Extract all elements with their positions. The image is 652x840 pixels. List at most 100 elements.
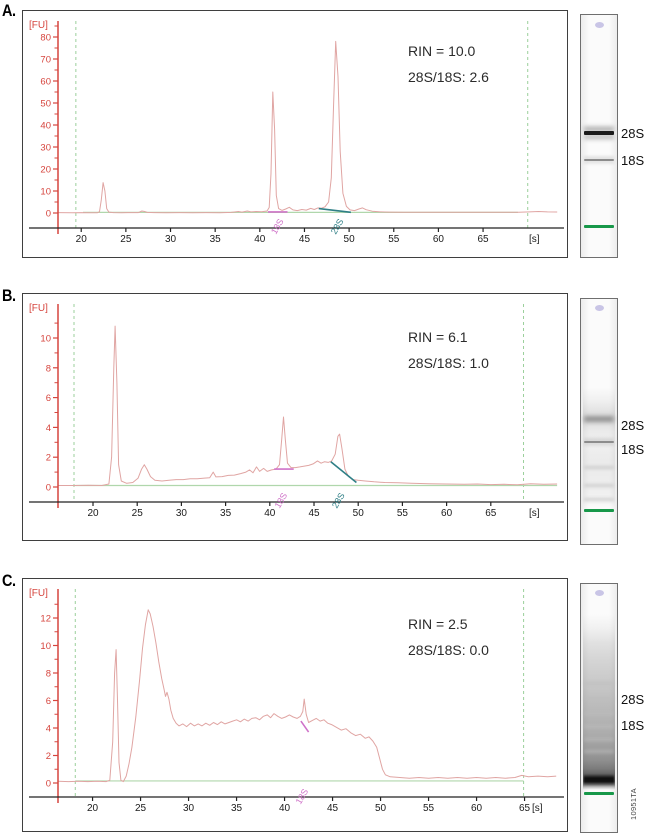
gel-lane-content-a [581, 15, 617, 257]
y-tick-label: 30 [40, 143, 51, 154]
panel-a: A. 0 10 20 30 40 50 60 70 80 [FU] 20 25 30 35 40 45 50 55… [0, 0, 652, 285]
gel-label-18s: 18S [621, 442, 645, 457]
electropherogram-svg: 0 10 20 30 40 50 60 70 80 [FU] 20 25 30 35 40 45 50 55 60 6… [29, 20, 564, 245]
gel-well-dot [594, 21, 604, 28]
gel-band-sharp-dark [584, 131, 614, 136]
x-tick-label: 40 [264, 508, 276, 519]
panel-letter-b: B. [2, 286, 16, 305]
y-axis-unit-label: [FU] [29, 303, 48, 314]
x-tick-label: 65 [485, 508, 497, 519]
x-tick-label: 55 [397, 508, 409, 519]
x-tick-label: 25 [120, 234, 132, 245]
gel-lane-content-b [581, 299, 617, 544]
gel-well-dot [594, 589, 604, 596]
y-tick-label: 12 [40, 614, 51, 625]
electropherogram-c: 0 2 4 6 8 10 12 [FU] 20 25 30 35 40 45 50 55 60 65 [s] 18S [23, 579, 567, 831]
gel-band-faint [584, 497, 614, 501]
x-tick-label: 60 [441, 508, 453, 519]
x-tick-label: 20 [87, 508, 99, 519]
y-tick-label: 60 [40, 77, 51, 88]
x-tick-label: 65 [478, 234, 490, 245]
fragment-baseline-segment [300, 720, 310, 733]
x-tick-label: 30 [183, 803, 195, 814]
gel-label-18s: 18S [621, 718, 645, 733]
peak-label-28s: 28S [330, 491, 347, 510]
x-axis-unit-label: [s] [529, 508, 540, 519]
x-tick-label: 35 [210, 234, 222, 245]
x-tick-label: 35 [231, 803, 243, 814]
gel-band-marker-green [584, 792, 614, 796]
y-tick-label: 70 [40, 55, 51, 66]
x-tick-label: 55 [423, 803, 435, 814]
y-tick-label: 10 [40, 334, 51, 345]
gel-label-28s: 28S [621, 692, 645, 707]
rin-value: RIN = 6.1 [408, 329, 468, 345]
x-axis-unit-label: [s] [529, 234, 540, 245]
panel-c: C. 0 2 4 6 8 10 12 [FU] 20 25 30 35 40 45 50 55 60 65 [s] 1… [0, 570, 652, 840]
gel-band-marker-green [584, 224, 614, 228]
x-tick-label: 35 [220, 508, 232, 519]
x-tick-label: 30 [176, 508, 188, 519]
x-tick-label: 50 [375, 803, 387, 814]
y-tick-label: 10 [40, 641, 51, 652]
x-tick-label: 55 [388, 234, 400, 245]
x-axis-unit-label: [s] [532, 803, 543, 814]
rin-readout-a: RIN = 10.0 28S/18S: 2.6 [408, 38, 489, 90]
x-tick-label: 45 [299, 234, 311, 245]
y-tick-label: 6 [46, 696, 51, 707]
y-axis-unit-label: [FU] [29, 20, 48, 31]
gel-band-sharp-gray [584, 158, 614, 161]
gel-band-faint [584, 737, 614, 741]
x-tick-label: 45 [327, 803, 339, 814]
rin-readout-b: RIN = 6.1 28S/18S: 1.0 [408, 324, 489, 376]
gel-label-18s: 18S [621, 153, 645, 168]
gel-label-28s: 28S [621, 418, 645, 433]
y-tick-label: 80 [40, 33, 51, 44]
panel-b: B. 0 2 4 6 8 10 [FU] 20 25 30 35 40 45 50 55 60 65 [s] 18S… [0, 285, 652, 570]
y-tick-label: 4 [46, 724, 51, 735]
gel-band-faint [584, 696, 614, 700]
rna-trace [57, 609, 557, 783]
y-tick-label: 8 [46, 363, 51, 374]
gel-lane-b [580, 298, 618, 545]
y-tick-label: 0 [46, 483, 51, 494]
ratio-value: 28S/18S: 1.0 [408, 355, 489, 371]
fragment-baseline-segment [330, 461, 357, 484]
x-tick-label: 40 [254, 234, 266, 245]
x-tick-label: 60 [433, 234, 445, 245]
ratio-value: 28S/18S: 2.6 [408, 69, 489, 85]
x-tick-label: 20 [76, 234, 88, 245]
gel-band-faint [584, 681, 614, 685]
ratio-value: 28S/18S: 0.0 [408, 642, 489, 658]
gel-lane-content-c [581, 584, 617, 832]
rin-readout-c: RIN = 2.5 28S/18S: 0.0 [408, 611, 489, 663]
rin-value: RIN = 10.0 [408, 43, 476, 59]
plot-box-b: 0 2 4 6 8 10 [FU] 20 25 30 35 40 45 50 55 60 65 [s] 18S 28S… [22, 293, 568, 541]
gel-smear [583, 584, 615, 832]
electropherogram-svg: 0 2 4 6 8 10 [FU] 20 25 30 35 40 45 50 55 60 65 [s] 18S 28S [29, 303, 564, 519]
y-tick-label: 8 [46, 669, 51, 680]
y-tick-label: 40 [40, 121, 51, 132]
gel-band-marker-green [584, 508, 614, 512]
fragment-baseline-segment [318, 207, 351, 214]
y-tick-label: 6 [46, 393, 51, 404]
y-tick-label: 0 [46, 209, 51, 220]
x-tick-label: 60 [471, 803, 483, 814]
plot-box-a: 0 10 20 30 40 50 60 70 80 [FU] 20 25 30 35 40 45 50 55 60 6… [22, 10, 568, 258]
rna-trace [57, 40, 558, 214]
electropherogram-b: 0 2 4 6 8 10 [FU] 20 25 30 35 40 45 50 55 60 65 [s] 18S 28S [23, 294, 567, 540]
y-tick-label: 2 [46, 453, 51, 464]
gel-band-sharp-gray [584, 440, 614, 443]
panel-letter-a: A. [2, 1, 16, 20]
x-tick-label: 25 [132, 508, 144, 519]
y-tick-label: 50 [40, 99, 51, 110]
y-tick-label: 2 [46, 751, 51, 762]
x-tick-label: 45 [308, 508, 320, 519]
gel-band-faint [584, 711, 614, 715]
x-tick-label: 50 [344, 234, 356, 245]
gel-band-faint [584, 466, 614, 470]
gel-label-28s: 28S [621, 126, 645, 141]
electropherogram-a: 0 10 20 30 40 50 60 70 80 [FU] 20 25 30 35 40 45 50 55 60 6… [23, 11, 567, 257]
